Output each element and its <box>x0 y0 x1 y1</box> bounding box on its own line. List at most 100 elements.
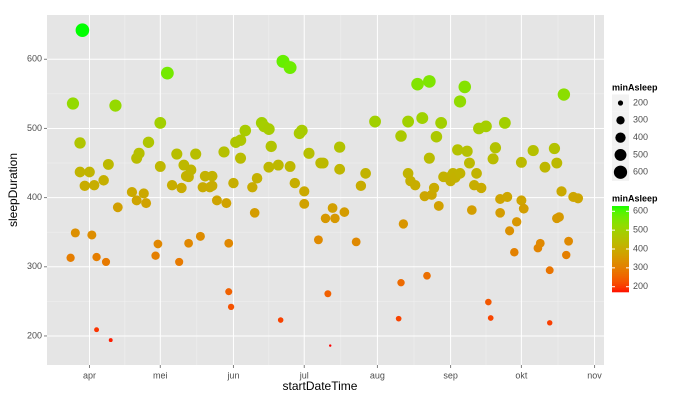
point <box>428 182 440 194</box>
point <box>66 253 75 262</box>
point <box>411 77 424 91</box>
point <box>235 152 247 164</box>
legend-size-key <box>617 100 624 106</box>
colorbar-slice <box>612 274 629 277</box>
point <box>89 179 100 191</box>
x-tick-label: jul <box>299 370 309 380</box>
colorbar-slice <box>612 248 629 251</box>
point <box>548 142 561 155</box>
point <box>527 144 539 157</box>
point <box>175 257 184 267</box>
colorbar-slice <box>612 206 629 209</box>
colorbar-slice <box>612 244 629 247</box>
colorbar-slice <box>612 210 629 213</box>
point <box>351 237 361 247</box>
legend-label: 400 <box>633 132 648 142</box>
legend-label: 300 <box>633 115 648 125</box>
point <box>126 186 138 198</box>
size-legend-title: minAsleep <box>612 82 658 92</box>
colorbar-slice <box>612 218 629 221</box>
point <box>153 239 163 249</box>
point <box>133 147 145 159</box>
y-tick-label: 400 <box>27 192 42 202</box>
point <box>112 202 123 213</box>
colorbar-slice <box>612 214 629 217</box>
colorbar-slice <box>612 266 629 269</box>
colorbar-slice <box>612 220 629 223</box>
point <box>303 147 315 159</box>
point <box>430 130 443 143</box>
point <box>557 88 571 101</box>
point <box>221 198 232 209</box>
colorbar-slice <box>612 284 629 287</box>
point <box>224 238 234 248</box>
point <box>453 95 467 108</box>
point <box>289 177 301 189</box>
colorbar-slice <box>612 236 629 239</box>
colorbar-slice <box>612 238 629 241</box>
legend-label: 500 <box>633 225 648 235</box>
colorbar-slice <box>612 264 629 267</box>
point <box>98 175 109 186</box>
point <box>263 123 275 135</box>
point <box>75 23 90 38</box>
colorbar-slice <box>612 208 629 211</box>
colorbar-slice <box>612 232 629 235</box>
colorbar-slice <box>612 212 629 215</box>
point <box>160 66 174 80</box>
point <box>206 170 218 182</box>
colorbar-slice <box>612 234 629 237</box>
colorbar-slice <box>612 272 629 275</box>
legend-label: 200 <box>633 97 648 107</box>
colorbar-slice <box>612 262 629 265</box>
x-tick-label: okt <box>515 370 528 380</box>
point <box>70 228 80 238</box>
point <box>516 195 527 206</box>
point <box>458 80 472 94</box>
point <box>511 217 522 227</box>
point <box>454 168 466 179</box>
point <box>495 207 505 218</box>
point <box>141 198 152 209</box>
point <box>299 198 310 209</box>
y-tick-label: 300 <box>27 261 42 271</box>
legend-label: 300 <box>633 262 648 272</box>
legend-label: 400 <box>633 243 648 253</box>
colorbar-slice <box>612 278 629 281</box>
point <box>94 327 100 333</box>
point <box>197 182 208 193</box>
legend-size-key <box>615 132 626 143</box>
colorbar-slice <box>612 256 629 259</box>
point <box>502 191 513 202</box>
point <box>84 166 95 178</box>
point <box>355 180 367 192</box>
colorbar-slice <box>612 280 629 283</box>
point <box>234 134 247 146</box>
colorbar-slice <box>612 230 629 233</box>
x-tick-label: apr <box>83 370 96 380</box>
point <box>74 166 86 178</box>
point <box>185 164 197 176</box>
point <box>498 116 511 129</box>
legend-label: 600 <box>633 206 648 216</box>
point <box>79 180 90 192</box>
point <box>471 168 482 179</box>
point <box>551 157 563 169</box>
point <box>195 231 205 241</box>
colorbar-slice <box>612 270 629 273</box>
point <box>395 315 402 322</box>
point <box>207 180 218 192</box>
point <box>398 219 409 229</box>
point <box>433 200 444 211</box>
legend-size-key <box>613 165 628 179</box>
point <box>154 161 166 172</box>
point <box>518 203 529 214</box>
point <box>402 115 415 128</box>
point <box>360 168 371 179</box>
y-tick-label: 500 <box>27 123 42 133</box>
y-tick-label: 200 <box>27 330 42 340</box>
point <box>138 188 149 199</box>
x-axis-title: startDateTime <box>283 379 358 393</box>
point <box>317 157 329 169</box>
point <box>131 195 142 206</box>
